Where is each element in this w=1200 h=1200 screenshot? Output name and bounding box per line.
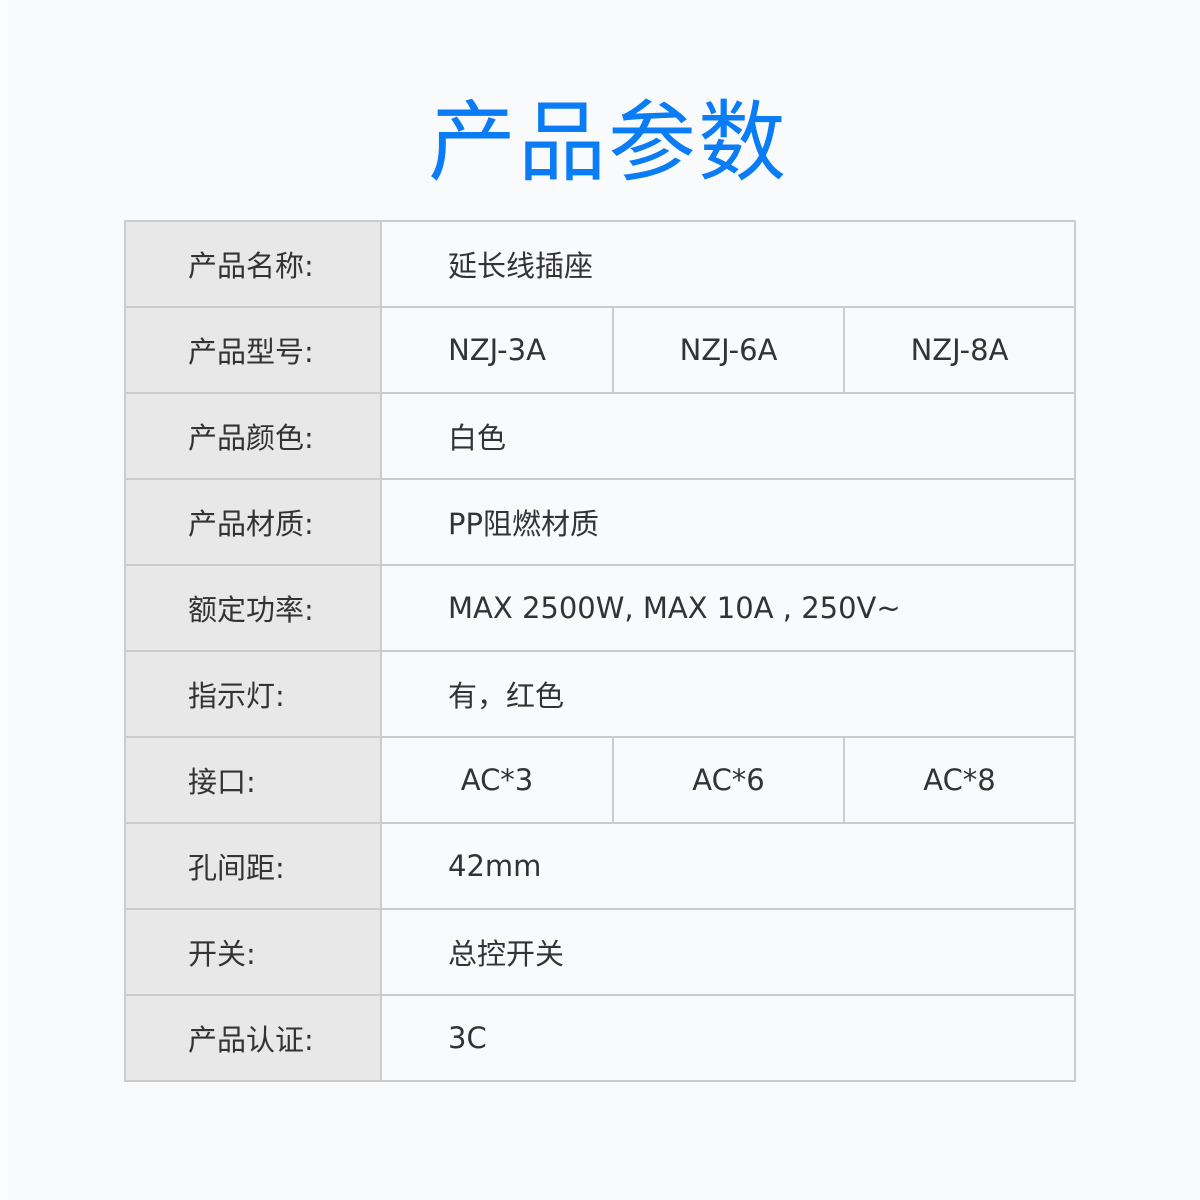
table-row: 产品颜色: 白色 — [124, 392, 1077, 480]
row-value-variant: NZJ-6A — [612, 306, 845, 394]
row-label: 产品颜色: — [124, 392, 381, 480]
row-value: PP阻燃材质 — [379, 478, 1077, 566]
row-label: 产品认证: — [124, 994, 381, 1082]
table-row: 产品型号: NZJ-3A NZJ-6A NZJ-8A — [124, 306, 1077, 394]
row-label: 孔间距: — [124, 822, 381, 910]
row-label: 指示灯: — [124, 650, 381, 738]
row-label: 额定功率: — [124, 564, 381, 652]
row-value-variant: NZJ-8A — [842, 306, 1077, 394]
row-label: 产品材质: — [124, 478, 381, 566]
row-value: 白色 — [379, 392, 1077, 480]
row-label: 接口: — [124, 736, 381, 824]
row-value-variant: AC*8 — [842, 736, 1077, 824]
row-value: 42mm — [379, 822, 1077, 910]
table-row: 接口: AC*3 AC*6 AC*8 — [124, 736, 1077, 824]
row-value-variant: NZJ-3A — [380, 306, 614, 394]
table-row: 指示灯: 有，红色 — [124, 650, 1077, 738]
row-label: 开关: — [124, 908, 381, 996]
row-value: 总控开关 — [379, 908, 1077, 996]
table-row: 额定功率: MAX 2500W, MAX 10A , 250V~ — [124, 564, 1077, 652]
page-title: 产品参数 — [427, 91, 788, 194]
row-value: 延长线插座 — [379, 220, 1077, 308]
table-row: 产品名称: 延长线插座 — [124, 220, 1077, 308]
spec-table: 产品名称: 延长线插座 产品型号: NZJ-3A NZJ-6A NZJ-8A 产品颜色: 白色… — [124, 220, 1077, 1082]
row-value-variant: AC*3 — [380, 736, 614, 824]
page-edge — [0, 0, 8, 1200]
table-row: 产品认证: 3C — [124, 994, 1077, 1082]
row-value: 3C — [379, 994, 1077, 1082]
table-row: 孔间距: 42mm — [124, 822, 1077, 910]
table-row: 产品材质: PP阻燃材质 — [124, 478, 1077, 566]
table-row: 开关: 总控开关 — [124, 908, 1077, 996]
row-value-variant: AC*6 — [612, 736, 845, 824]
row-value: MAX 2500W, MAX 10A , 250V~ — [379, 564, 1077, 652]
row-label: 产品名称: — [124, 220, 381, 308]
row-value: 有，红色 — [379, 650, 1077, 738]
row-label: 产品型号: — [124, 306, 381, 394]
